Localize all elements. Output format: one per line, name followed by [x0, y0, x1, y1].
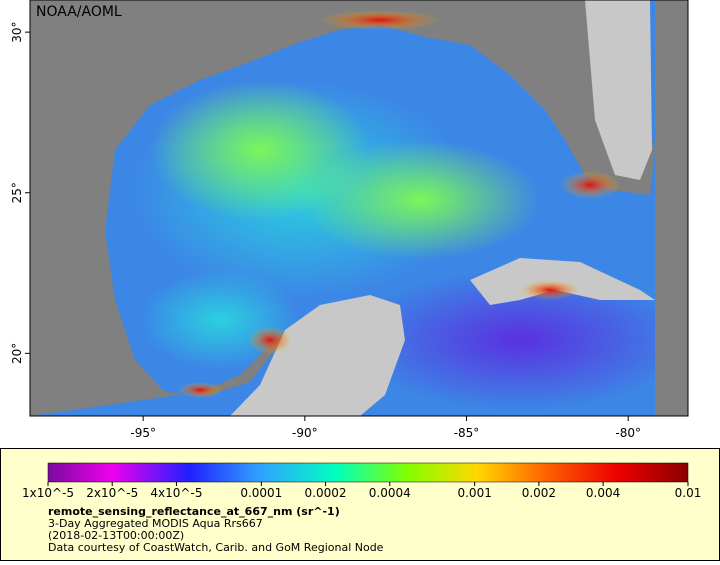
- water-patch: [350, 270, 688, 410]
- map-title: NOAA/AOML: [36, 4, 122, 20]
- colorbar-tick-label: 0.0004: [369, 486, 411, 500]
- land: [30, 0, 655, 416]
- colorbar-tick-label: 2x10^-5: [86, 486, 138, 500]
- x-tick-label: -90°: [292, 426, 318, 440]
- colorbar-tick-label: 0.004: [586, 486, 620, 500]
- coastal-high: [520, 280, 580, 300]
- no-data: [655, 0, 688, 416]
- coastal-high: [320, 10, 440, 30]
- land-florida: [585, 0, 652, 180]
- land-yucatan: [230, 295, 405, 416]
- colorbar-tick-label: 4x10^-5: [150, 486, 202, 500]
- water-patch: [300, 140, 540, 260]
- coastal-high: [178, 382, 222, 398]
- y-tick-label: 25°: [10, 182, 24, 203]
- x-tick-label: -95°: [130, 426, 156, 440]
- y-tick-label: 30°: [10, 21, 24, 42]
- colorbar-tick-label: 0.01: [675, 486, 702, 500]
- map-frame: [29, 0, 689, 417]
- colorbar-tick-label: 0.001: [457, 486, 491, 500]
- x-tick-label: -80°: [615, 426, 641, 440]
- colorbar-tick-label: 0.0002: [305, 486, 347, 500]
- legend-variable: remote_sensing_reflectance_at_667_nm (sr…: [48, 505, 340, 518]
- legend-line: Data courtesy of CoastWatch, Carib. and …: [48, 541, 384, 554]
- colorbar-tick-label: 1x10^-5: [22, 486, 74, 500]
- coastal-high: [248, 326, 292, 354]
- colorbar-tick-label: 0.0001: [240, 486, 282, 500]
- colorbar-tick-label: 0.002: [522, 486, 556, 500]
- y-tick-label: 20°: [10, 343, 24, 364]
- x-tick-label: -85°: [454, 426, 480, 440]
- map-image: [30, 0, 688, 416]
- colorbar: [47, 462, 689, 483]
- legend-line: 3-Day Aggregated MODIS Aqua Rrs667: [48, 517, 263, 530]
- legend-line: (2018-02-13T00:00:00Z): [48, 529, 184, 542]
- coastal-high: [560, 171, 620, 199]
